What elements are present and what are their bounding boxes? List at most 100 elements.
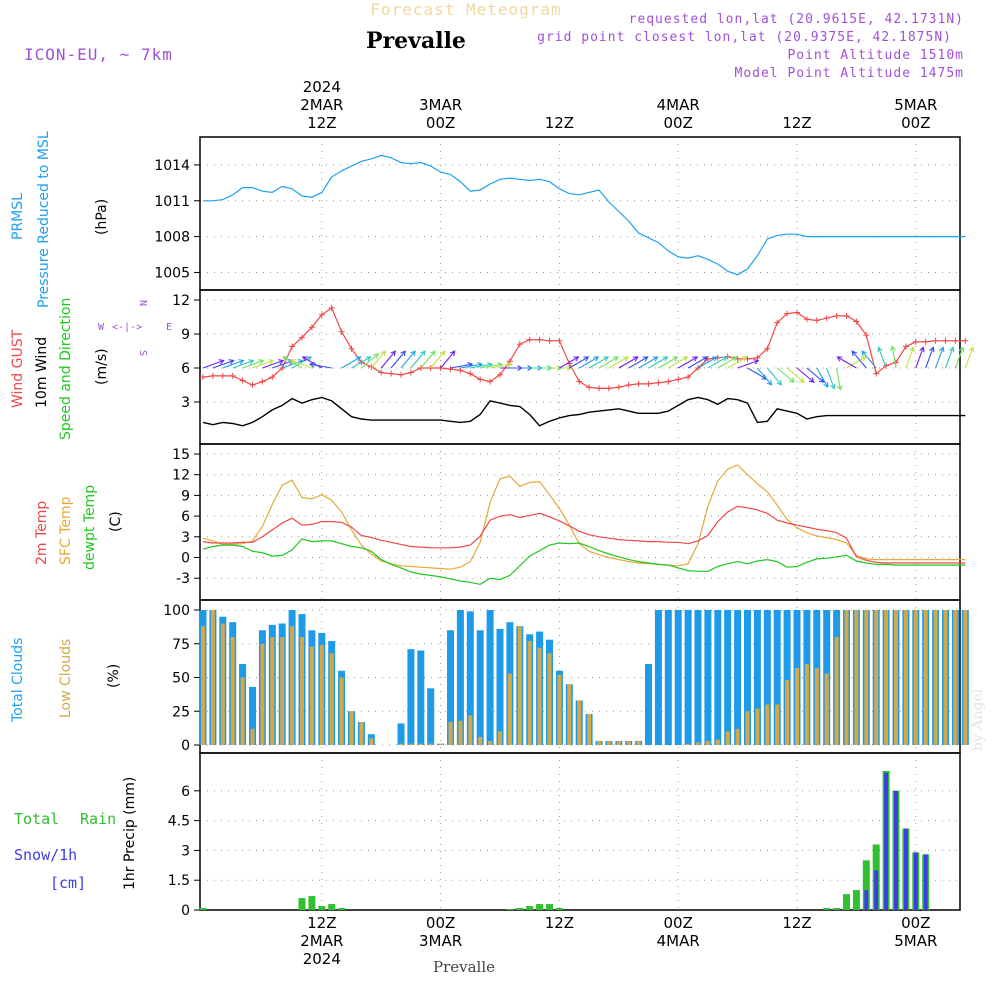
gust-marker (576, 378, 583, 385)
wind-arrow (291, 356, 313, 369)
time-label: 00Z (901, 914, 930, 932)
time-label: 3MAR (419, 96, 462, 114)
total-cloud-bar (753, 610, 761, 745)
panel-1: 3 6 9 12 (172, 289, 961, 445)
time-label: 4MAR (657, 932, 700, 950)
panel-frame (199, 752, 961, 911)
wind-arrow (420, 350, 436, 369)
low-cloud-bar (250, 728, 255, 745)
wind-arrow (756, 367, 773, 386)
total-cloud-bar (486, 610, 494, 745)
low-cloud-bar (616, 740, 621, 745)
rain-bar (298, 898, 306, 910)
low-cloud-bar (329, 653, 334, 745)
low-cloud-bar (339, 677, 344, 745)
gust-marker (645, 380, 652, 387)
wind-arrow (954, 346, 965, 369)
total-cloud-bar (645, 664, 652, 745)
ytick-label: 12 (172, 468, 190, 484)
wind-arrow (588, 356, 610, 369)
wind-arrow (877, 346, 887, 369)
compass-north: N (137, 300, 148, 306)
total-cloud-bar (763, 610, 771, 745)
gust-marker (843, 312, 850, 319)
percent-unit-label: (%) (106, 664, 122, 688)
gust-marker (912, 338, 919, 345)
gust-marker (932, 337, 939, 344)
ytick-label: 25 (172, 704, 190, 720)
rain-bar (308, 896, 316, 910)
gust-marker (289, 343, 296, 350)
panel-2: -3 0 3 6 9 12 15 (172, 443, 961, 601)
low-cloud-bar (498, 731, 502, 745)
low-cloud-bar (884, 610, 889, 745)
wind-arrow (341, 356, 362, 369)
ytick-label: 6 (181, 784, 190, 800)
rain-bar (328, 904, 336, 910)
gust-marker (536, 336, 543, 343)
gust-marker (873, 370, 880, 377)
ytick-label: 4.5 (168, 814, 190, 830)
gust-marker (962, 337, 969, 344)
low-cloud-bar (547, 653, 552, 745)
low-cloud-bar (874, 610, 879, 745)
pressure-msl-label: Pressure Reduced to MSL (36, 131, 52, 308)
time-label: 12Z (782, 914, 811, 932)
wind-arrow (370, 350, 387, 369)
gust-marker (338, 328, 345, 335)
wind-arrow (816, 367, 829, 389)
wind-arrow (308, 362, 332, 369)
low-cloud-bar (438, 743, 443, 745)
wind-arrow (796, 367, 815, 383)
temp-2m-label: 2m Temp (34, 501, 50, 565)
low-cloud-bar (785, 680, 790, 745)
total-cloud-bar (783, 610, 791, 745)
low-cloud-bar (963, 610, 968, 745)
wind-arrow (890, 345, 897, 369)
gust-marker (922, 338, 929, 345)
low-cloud-bar (894, 610, 898, 745)
panel-frame (199, 443, 961, 601)
time-label: 12Z (545, 114, 574, 132)
rain-bar (516, 908, 524, 910)
wind-arrow (935, 346, 945, 369)
total-cloud-bar (664, 610, 672, 745)
rain-bar (526, 906, 534, 910)
wind-arrow (964, 346, 975, 369)
low-cloud-bar (468, 715, 473, 745)
low-cloud-bar (636, 740, 641, 745)
total-cloud-bar (694, 610, 702, 745)
low-cloud-bar (715, 739, 720, 745)
snow-bar (894, 790, 898, 910)
wind-arrow (836, 356, 857, 369)
time-label: 5MAR (894, 932, 937, 950)
gust-marker (457, 367, 464, 374)
celsius-unit-label: (C) (108, 511, 124, 532)
wind-arrow (658, 356, 679, 369)
gust-marker (308, 324, 315, 331)
gust-marker (863, 332, 870, 339)
dewpt-temp-label: dewpt Temp (82, 485, 98, 570)
low-cloud-bar (864, 610, 869, 745)
low-cloud-bar (903, 610, 908, 745)
low-cloud-bar (319, 645, 324, 745)
time-label: 2MAR (300, 932, 343, 950)
pressure-panel-labels: PRMSL Pressure Reduced to MSL (hPa) (10, 131, 110, 308)
gust-marker (269, 374, 276, 381)
wind-arrow (727, 356, 748, 369)
low-cloud-bar (755, 708, 760, 745)
gust-marker (546, 337, 553, 344)
low-cloud-bar (507, 673, 512, 745)
wind-arrow (351, 356, 372, 369)
low-cloud-bar (567, 684, 572, 745)
total-cloud-bar (674, 610, 682, 745)
low-cloud-bar (725, 731, 730, 745)
low-cloud-bar (488, 740, 493, 745)
time-label: 4MAR (657, 96, 700, 114)
gust-marker (516, 341, 523, 348)
gust-marker (209, 372, 216, 379)
low-cloud-bar (300, 637, 304, 745)
rain-bar (823, 908, 831, 910)
total-cloud-bar (714, 610, 722, 745)
low-cloud-bar (943, 610, 948, 745)
